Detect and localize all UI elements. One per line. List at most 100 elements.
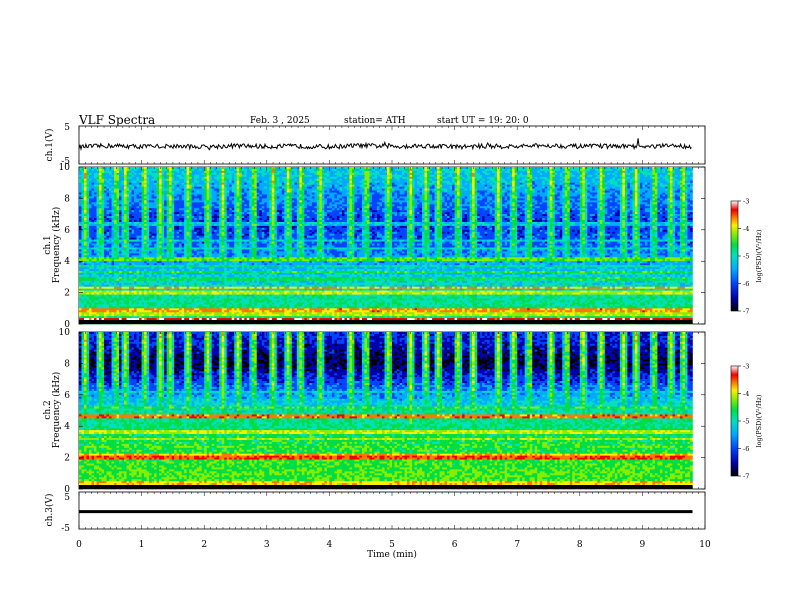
spectrogram-cell bbox=[104, 222, 107, 224]
spectrogram-cell bbox=[82, 191, 85, 193]
spectrogram-cell bbox=[87, 283, 90, 285]
spectrogram-cell bbox=[107, 210, 110, 212]
spectrogram-cell bbox=[104, 244, 107, 246]
spectrogram-cell bbox=[107, 169, 110, 171]
spectrogram-cell bbox=[94, 214, 97, 216]
spectrogram-cell bbox=[84, 257, 87, 259]
spectrogram-cell bbox=[102, 218, 105, 220]
spectrogram-cell bbox=[79, 273, 82, 275]
spectrogram-cell bbox=[87, 173, 90, 175]
spectrogram-cell bbox=[107, 228, 110, 230]
spectrogram-cell bbox=[87, 293, 90, 295]
spectrogram-cell bbox=[97, 302, 100, 304]
spectrogram-cell bbox=[84, 261, 87, 263]
spectrogram-cell bbox=[104, 171, 107, 173]
spectrogram-cell bbox=[87, 251, 90, 253]
spectrogram-cell bbox=[102, 246, 105, 248]
spectrogram-cell bbox=[102, 308, 105, 310]
spectrogram-cell bbox=[94, 287, 97, 289]
spectrogram-cell bbox=[82, 193, 85, 195]
spectrogram-cell bbox=[99, 236, 102, 238]
spectrogram-cell bbox=[89, 302, 92, 304]
spectrogram-cell bbox=[99, 255, 102, 257]
spectrogram-cell bbox=[97, 295, 100, 297]
spectrogram-cell bbox=[99, 302, 102, 304]
spectrogram-cell bbox=[97, 267, 100, 269]
spectrogram-cell bbox=[102, 269, 105, 271]
spectrogram-cell bbox=[102, 302, 105, 304]
spectrogram-cell bbox=[107, 181, 110, 183]
spectrogram-cell bbox=[87, 196, 90, 198]
spectrogram-cell bbox=[89, 263, 92, 265]
spectrogram-cell bbox=[99, 308, 102, 310]
spectrogram-cell bbox=[92, 169, 95, 171]
spectrogram-cell bbox=[92, 220, 95, 222]
spectrogram-cell bbox=[97, 173, 100, 175]
spectrogram-cell bbox=[89, 257, 92, 259]
spectrogram-cell bbox=[99, 287, 102, 289]
spectrogram-cell bbox=[79, 181, 82, 183]
spectrogram-cell bbox=[94, 204, 97, 206]
spectrogram-cell bbox=[92, 177, 95, 179]
spectrogram-cell bbox=[79, 191, 82, 193]
spectrogram-cell bbox=[89, 293, 92, 295]
spectrogram-cell bbox=[79, 298, 82, 300]
spectrogram-cell bbox=[107, 183, 110, 185]
spectrogram-cell bbox=[94, 228, 97, 230]
spectrogram-cell bbox=[87, 297, 90, 299]
spectrogram-cell bbox=[92, 285, 95, 287]
spectrogram-cell bbox=[99, 295, 102, 297]
spectrogram-cell bbox=[94, 249, 97, 251]
spectrogram-cell bbox=[84, 169, 87, 171]
spectrogram-cell bbox=[107, 226, 110, 228]
spectrogram-cell bbox=[82, 257, 85, 259]
spectrogram-cell bbox=[102, 281, 105, 283]
spectrogram-cell bbox=[84, 232, 87, 234]
spectrogram-cell bbox=[82, 208, 85, 210]
spectrogram-cell bbox=[89, 246, 92, 248]
spectrogram-cell bbox=[97, 198, 100, 200]
spectrogram-cell bbox=[89, 249, 92, 251]
spectrogram-cell bbox=[94, 263, 97, 265]
spectrogram-cell bbox=[99, 289, 102, 291]
spectrogram-cell bbox=[107, 232, 110, 234]
spectrogram-cell bbox=[82, 183, 85, 185]
spectrogram-cell bbox=[89, 214, 92, 216]
spectrogram-cell bbox=[79, 289, 82, 291]
spectrogram-cell bbox=[107, 171, 110, 173]
spectrogram-cell bbox=[89, 291, 92, 293]
spectrogram-cell bbox=[94, 183, 97, 185]
spectrogram-cell bbox=[97, 189, 100, 191]
spectrogram-cell bbox=[97, 238, 100, 240]
spectrogram-cell bbox=[84, 308, 87, 310]
spectrogram-cell bbox=[82, 246, 85, 248]
spectrogram-cell bbox=[99, 293, 102, 295]
spectrogram-cell bbox=[92, 246, 95, 248]
spectrogram-cell bbox=[89, 234, 92, 236]
spectrogram-cell bbox=[107, 167, 110, 169]
spectrogram-cell bbox=[87, 238, 90, 240]
spectrogram-cell bbox=[99, 218, 102, 220]
spectrogram-cell bbox=[94, 234, 97, 236]
spectrogram-cell bbox=[104, 281, 107, 283]
spectrogram-cell bbox=[79, 297, 82, 299]
spectrogram-cell bbox=[99, 179, 102, 181]
spectrogram-cell bbox=[94, 240, 97, 242]
spectrogram-cell bbox=[82, 263, 85, 265]
spectrogram-cell bbox=[89, 308, 92, 310]
spectrogram-cell bbox=[107, 202, 110, 204]
spectrogram-cell bbox=[99, 173, 102, 175]
spectrogram-cell bbox=[82, 277, 85, 279]
spectrogram-cell bbox=[97, 277, 100, 279]
spectrogram-cell bbox=[102, 232, 105, 234]
spectrogram-cell bbox=[99, 196, 102, 198]
spectrogram-cell bbox=[107, 251, 110, 253]
spectrogram-cell bbox=[84, 287, 87, 289]
spectrogram-cell bbox=[84, 212, 87, 214]
spectrogram-cell bbox=[87, 265, 90, 267]
spectrogram-cell bbox=[79, 206, 82, 208]
spectrogram-cell bbox=[94, 222, 97, 224]
spectrogram-cell bbox=[102, 265, 105, 267]
spectrogram-cell bbox=[99, 298, 102, 300]
spectrogram-cell bbox=[92, 275, 95, 277]
